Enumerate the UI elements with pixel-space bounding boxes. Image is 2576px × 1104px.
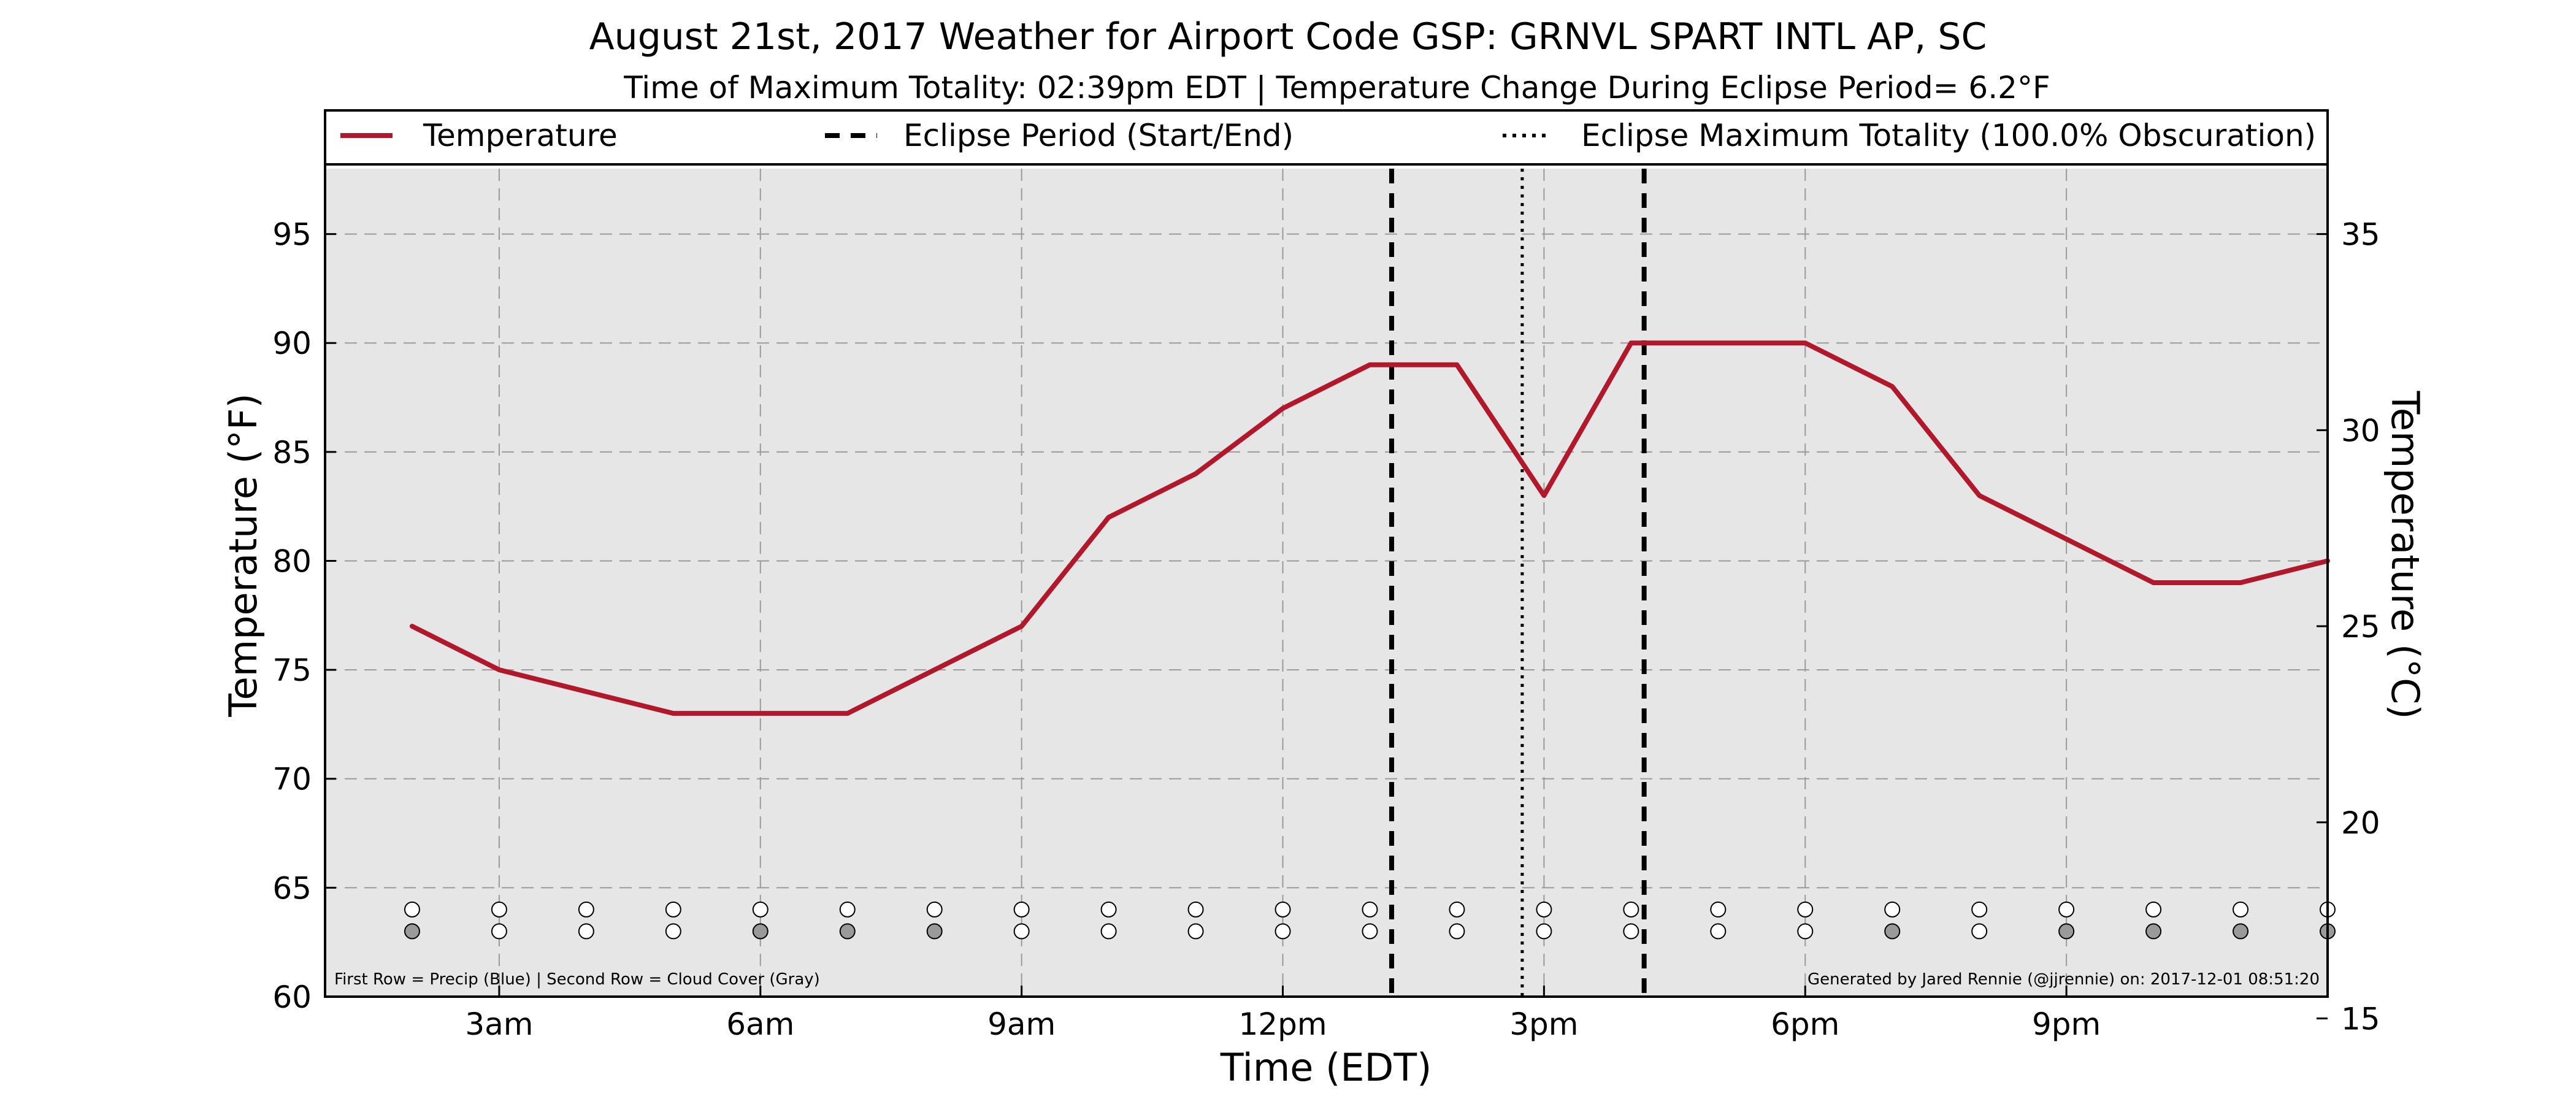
cloud-dot <box>926 923 943 940</box>
x-tick-label: 3pm <box>1509 1006 1578 1042</box>
y-tick-label: 90 <box>272 326 312 361</box>
x-tick-label: 12pm <box>1238 1006 1327 1042</box>
cloud-dot <box>1275 923 1291 940</box>
precip-dot <box>752 901 769 918</box>
cloud-dot <box>404 923 420 940</box>
precip-dot <box>1797 901 1814 918</box>
precip-cloud-rows <box>404 901 2336 940</box>
cloud-dot <box>1362 923 1378 940</box>
precip-dot <box>1100 901 1117 918</box>
precip-dot <box>665 901 681 918</box>
y-tick-label: 85 <box>272 435 312 470</box>
cloud-dot <box>1187 923 1204 940</box>
y-tick-label: 95 <box>272 217 312 253</box>
cloud-dot <box>1797 923 1814 940</box>
cloud-dot <box>2233 923 2249 940</box>
precip-dot <box>2058 901 2075 918</box>
cloud-dot <box>839 923 856 940</box>
grid-lines <box>325 169 2328 997</box>
precip-dot <box>491 901 507 918</box>
eclipse-markers <box>1389 169 1647 997</box>
cloud-dot <box>1536 923 1552 940</box>
y-axis-right: 15 20 25 30 35 <box>2317 217 2380 1037</box>
precip-dot <box>578 901 594 918</box>
y-tick-label: 80 <box>272 543 312 579</box>
precip-dot <box>2233 901 2249 918</box>
legend-temperature: Temperature <box>423 118 618 153</box>
x-tick-label: 9pm <box>2032 1006 2101 1042</box>
plot-area <box>325 169 2328 997</box>
precip-dot <box>1187 901 1204 918</box>
cloud-dot <box>665 923 681 940</box>
precip-dot <box>2145 901 2162 918</box>
x-tick-label: 9am <box>987 1006 1056 1042</box>
footnote-right: Generated by Jared Rennie (@jjrennie) on… <box>1807 970 2320 989</box>
precip-dot <box>926 901 943 918</box>
precip-dot <box>1536 901 1552 918</box>
legend-eclipse-period: Eclipse Period (Start/End) <box>903 118 1294 153</box>
x-tick-label: 3am <box>465 1006 533 1042</box>
cloud-dot <box>1013 923 1030 940</box>
cloud-dot <box>752 923 769 940</box>
precip-dot <box>839 901 856 918</box>
footnote-left: First Row = Precip (Blue) | Second Row =… <box>334 970 820 989</box>
plot-frame <box>324 109 2329 998</box>
y-right-tick-label: 30 <box>2341 413 2380 448</box>
y-axis-left: 60 65 70 75 80 85 90 95 <box>272 217 336 1015</box>
x-tick-label: 6am <box>726 1006 794 1042</box>
y-right-tick-label: 20 <box>2341 805 2380 841</box>
cloud-dot <box>2145 923 2162 940</box>
cloud-dot <box>491 923 507 940</box>
legend: Temperature Eclipse Period (Start/End) E… <box>340 118 2316 153</box>
legend-eclipse-max: Eclipse Maximum Totality (100.0% Obscura… <box>1581 118 2316 153</box>
cloud-dot <box>1710 923 1727 940</box>
y-axis-label-left: Temperature (°F) <box>221 393 266 717</box>
precip-dot <box>1884 901 1901 918</box>
chart-subtitle: Time of Maximum Totality: 02:39pm EDT | … <box>623 70 2050 105</box>
cloud-dot <box>1884 923 1901 940</box>
precip-dot <box>1449 901 1465 918</box>
x-tick-label: 6pm <box>1771 1006 1839 1042</box>
precip-dot <box>1710 901 1727 918</box>
y-tick-label: 60 <box>272 979 312 1015</box>
x-axis: 3am 6am 9am 12pm 3pm 6pm 9pm <box>465 986 2101 1042</box>
cloud-dot <box>1971 923 1988 940</box>
y-right-tick-label: 25 <box>2341 609 2380 645</box>
cloud-dot <box>1623 923 1639 940</box>
precip-dot <box>1013 901 1030 918</box>
cloud-dot <box>578 923 594 940</box>
precip-dot <box>1362 901 1378 918</box>
y-tick-label: 75 <box>272 653 312 688</box>
precip-dot <box>1971 901 1988 918</box>
y-right-tick-label: 35 <box>2341 217 2380 253</box>
temperature-series <box>409 340 2330 716</box>
cloud-dot <box>1449 923 1465 940</box>
cloud-dot <box>2058 923 2075 940</box>
precip-dot <box>1623 901 1639 918</box>
y-tick-label: 65 <box>272 870 312 906</box>
chart-title: August 21st, 2017 Weather for Airport Co… <box>589 15 1987 58</box>
precip-dot <box>1275 901 1291 918</box>
x-axis-label: Time (EDT) <box>1220 1045 1432 1090</box>
y-right-tick-label: 15 <box>2341 1002 2380 1037</box>
cloud-dot <box>1100 923 1117 940</box>
y-tick-label: 70 <box>272 762 312 797</box>
y-axis-label-right: Temperature (°C) <box>2383 390 2428 719</box>
precip-dot <box>404 901 420 918</box>
